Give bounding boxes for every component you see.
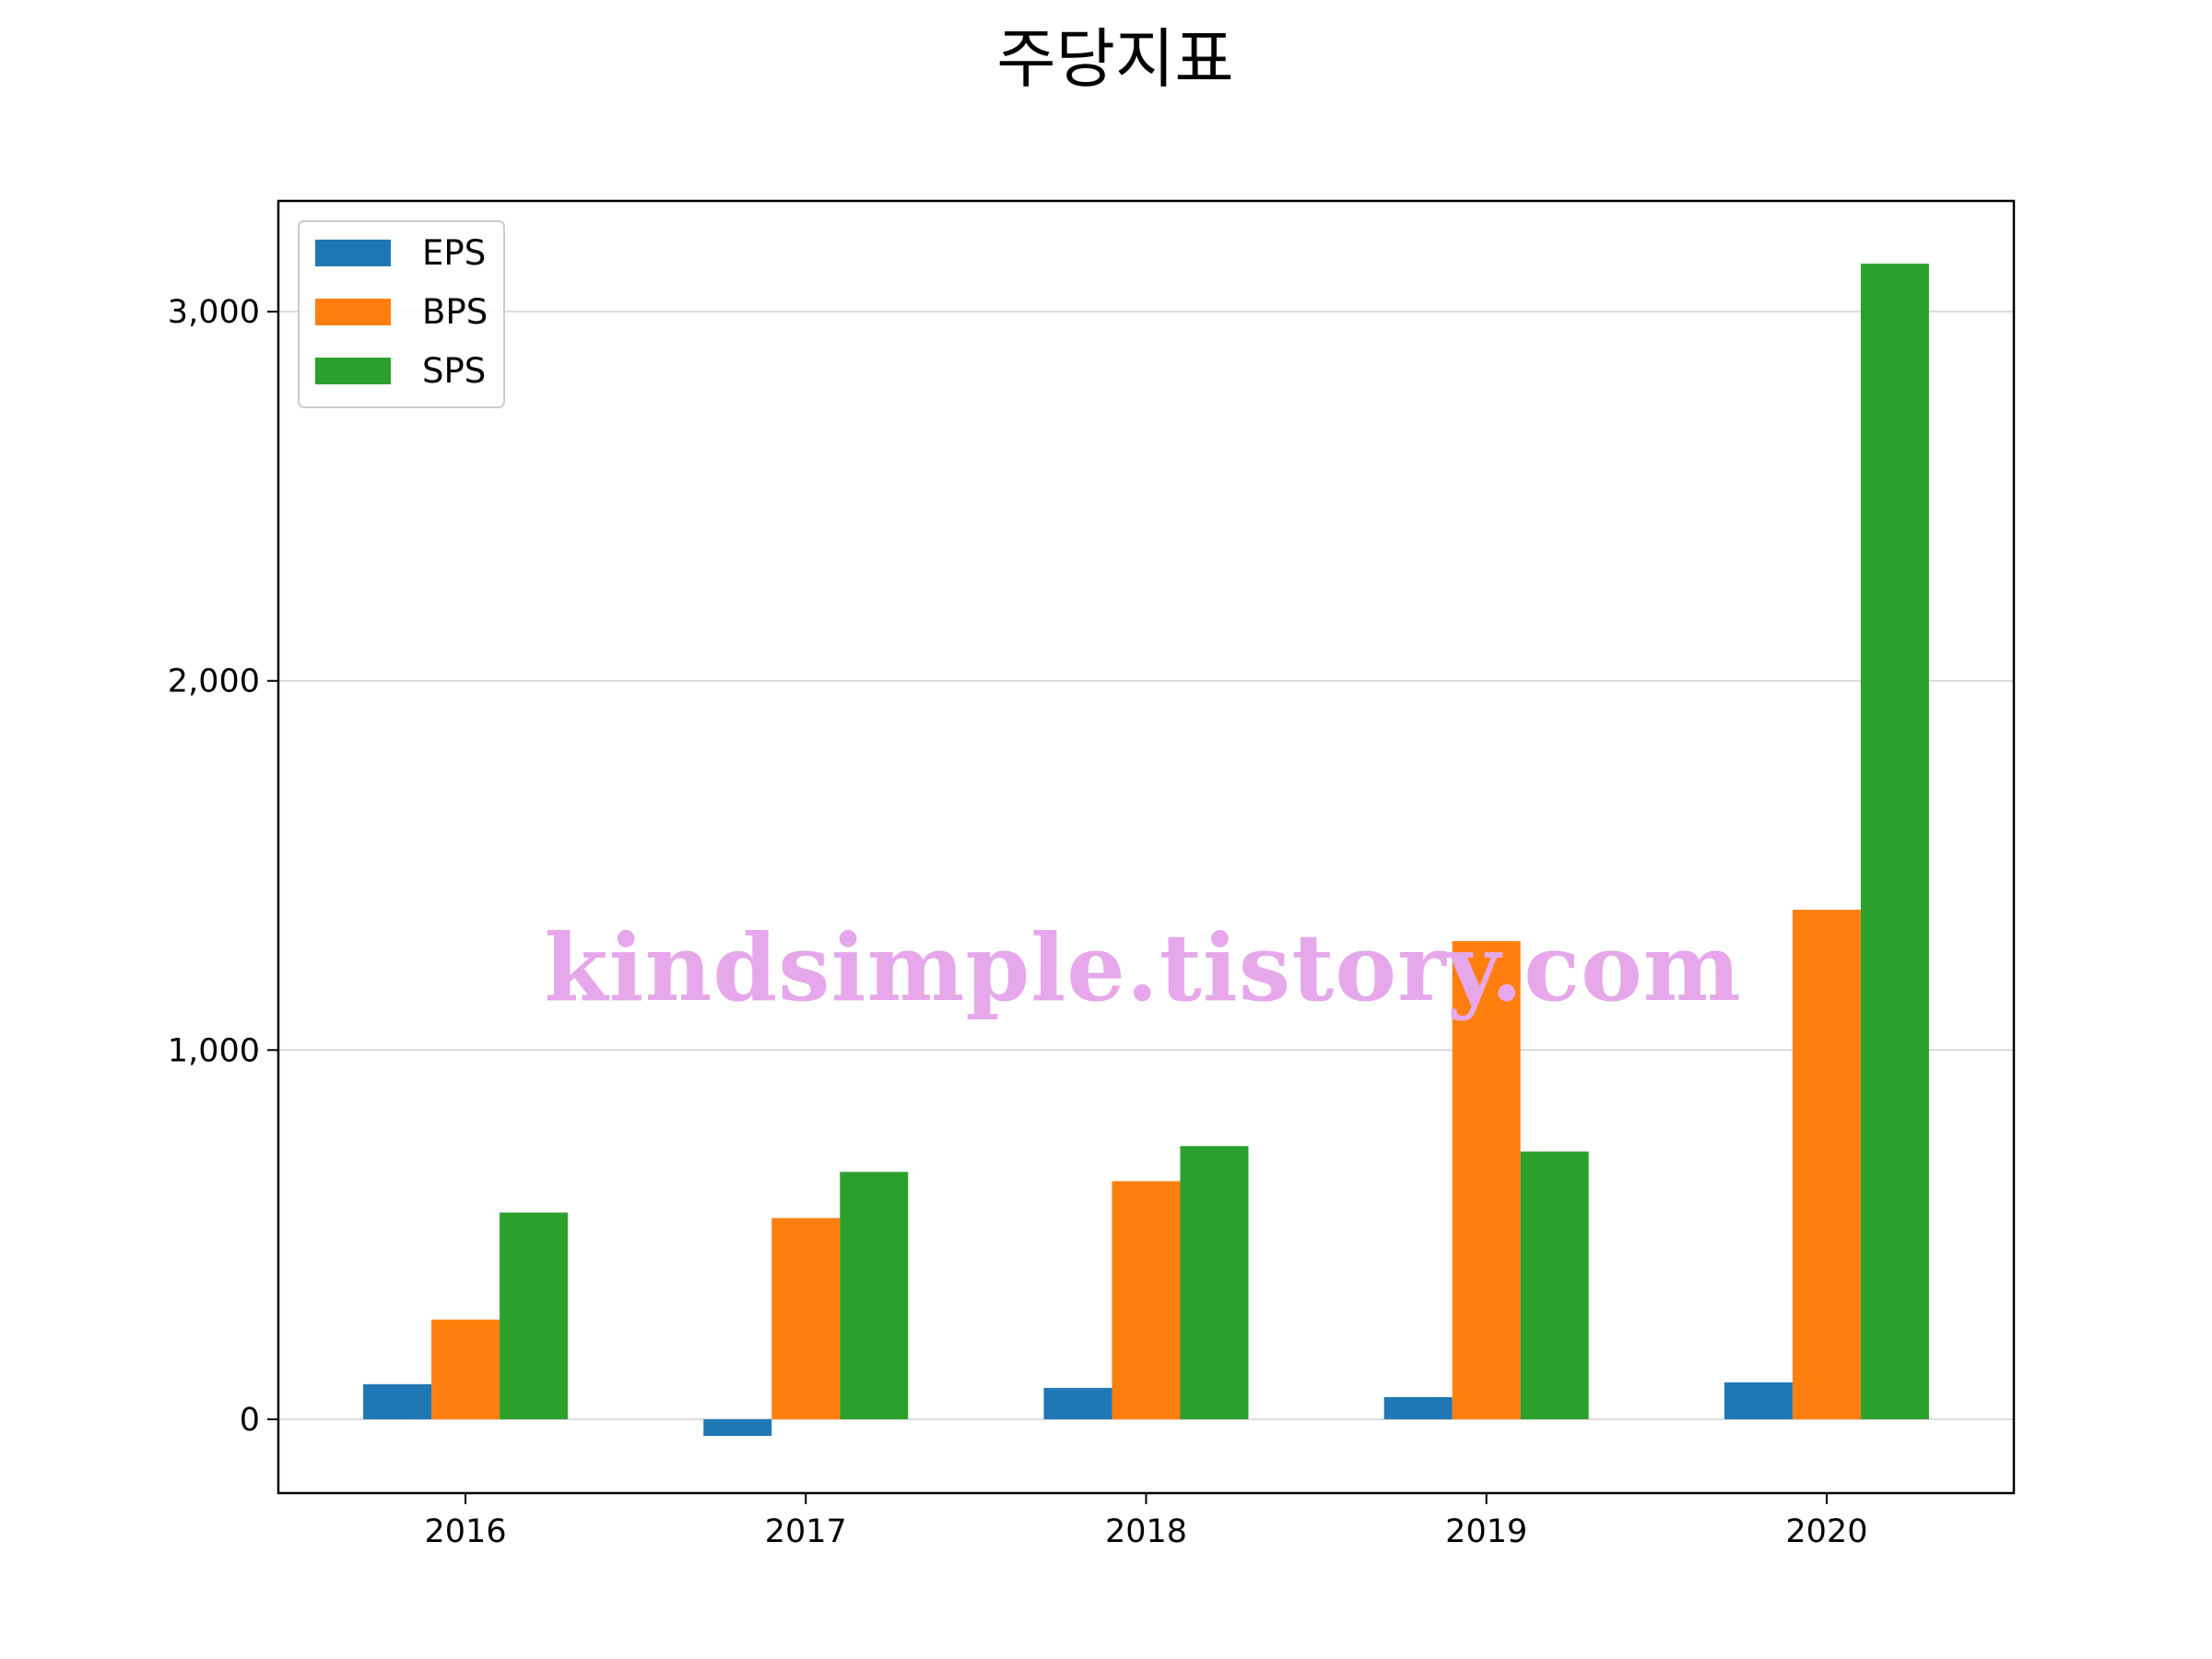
bar-bps	[771, 1218, 841, 1419]
bar-bps	[1452, 941, 1521, 1419]
y-tick-label: 3,000	[168, 294, 260, 331]
bar-eps	[1724, 1382, 1793, 1419]
bar-bps	[1112, 1181, 1181, 1419]
bar-eps	[363, 1383, 432, 1419]
bar-eps	[1383, 1396, 1453, 1419]
legend-label-sps: SPS	[422, 351, 486, 391]
legend-swatch-bps	[315, 299, 391, 325]
legend-swatch-eps	[315, 240, 391, 266]
y-tick-label: 0	[240, 1402, 260, 1439]
legend-label-bps: BPS	[422, 292, 488, 332]
bar-sps	[840, 1171, 909, 1419]
legend-label-eps: EPS	[422, 233, 486, 273]
bar-eps	[1043, 1387, 1112, 1419]
bars	[363, 264, 1929, 1436]
x-tick-label: 2016	[425, 1513, 507, 1550]
bar-sps	[1180, 1146, 1249, 1419]
x-axis: 2016 2017 2018 2019 2020	[425, 1493, 1867, 1550]
bar-sps	[500, 1212, 569, 1419]
x-tick-label: 2020	[1785, 1513, 1867, 1550]
bar-bps	[431, 1319, 500, 1419]
bar-eps	[703, 1418, 772, 1436]
legend-swatch-sps	[315, 358, 391, 384]
x-tick-label: 2017	[765, 1513, 847, 1550]
bar-bps	[1792, 910, 1861, 1419]
x-tick-label: 2018	[1105, 1513, 1187, 1550]
bar-sps	[1860, 264, 1929, 1419]
plot-frame	[276, 199, 2016, 1495]
legend: EPS BPS SPS	[298, 220, 505, 408]
bar-sps	[1520, 1151, 1589, 1419]
watermark: kindsimple.tistory.com	[544, 913, 1741, 1022]
y-tick-label: 1,000	[168, 1032, 260, 1069]
chart-title: 주당지표	[996, 21, 1234, 97]
y-tick-label: 2,000	[168, 664, 260, 700]
x-tick-label: 2019	[1445, 1513, 1527, 1550]
y-axis: 0 1,000 2,000 3,000	[168, 294, 278, 1439]
